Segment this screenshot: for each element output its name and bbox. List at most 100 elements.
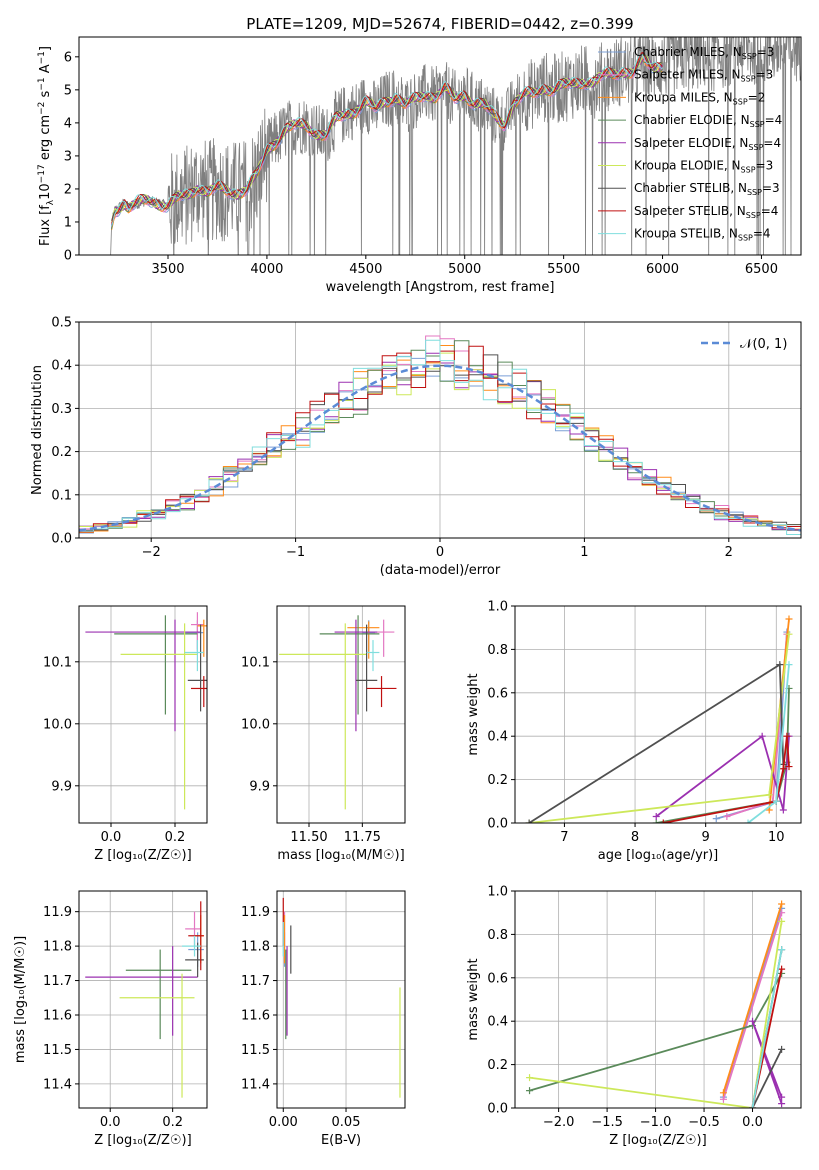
y-axis-label-part: −2: [37, 102, 47, 115]
y-tick-label: 0.4: [487, 1015, 508, 1030]
chart-age-vs-Z: 0.0 0.2 9.9 10.0 10.1 Z [log₁₀(Z/Z☉)] age [log…: [0, 605, 208, 863]
legend-value: =4: [753, 227, 771, 241]
y-tick-label: 11.9: [43, 905, 72, 920]
chart-mass-vs-ebv: 0.00 0.05 11.4 11.5 11.6 11.7 11.8 11.9 E(B-V): [241, 890, 406, 1148]
y-tick-label: 0.2: [487, 1058, 508, 1073]
x-tick-label: 5000: [448, 262, 481, 277]
x-axis-label: Z [log₁₀(Z/Z☉)]: [94, 1133, 191, 1148]
plot-area: [110, 37, 801, 255]
x-tick-label: 2: [725, 545, 733, 560]
axes-box: [276, 605, 406, 824]
y-tick-label: 10.1: [241, 655, 270, 670]
x-tick-label: 11.75: [344, 830, 381, 845]
x-tick-label: −0.5: [688, 1115, 720, 1130]
x-tick-label: 10: [768, 830, 785, 845]
x-tick-label: 4000: [250, 262, 283, 277]
weight-line-kroupa-miles: [722, 903, 783, 1094]
legend-entry: Kroupa ELODIE, NSSP=3: [634, 159, 773, 175]
histogram-salpeter-stelib: [79, 345, 801, 533]
y-axis-label: mass weight: [466, 673, 481, 755]
y-axis-label-part: A: [38, 64, 53, 77]
axes-box: [78, 890, 208, 1109]
plot-area: [525, 615, 793, 823]
y-tick-label: 10.0: [241, 717, 270, 732]
weight-line-salpeter-miles: [722, 912, 783, 1100]
axes-frame: 11.50 11.75 9.9 10.0 10.1 mass [log₁₀(M/M☉)]: [241, 605, 406, 863]
legend-entry: Salpeter STELIB, NSSP=4: [634, 204, 778, 220]
plot-area: [526, 900, 786, 1108]
y-tick-label: 3: [64, 149, 72, 164]
legend-subscript: SSP: [741, 166, 756, 175]
plot-area: [282, 897, 401, 1098]
legend-subscript: SSP: [746, 211, 761, 220]
weight-marker: [526, 1074, 534, 1082]
legend-label: Salpeter STELIB, N: [634, 204, 746, 218]
weight-marker: [749, 1104, 757, 1108]
weight-marker: [783, 732, 791, 740]
legend-label: Chabrier STELIB, N: [634, 181, 747, 195]
x-tick-label: 3500: [151, 262, 184, 277]
legend-entry: Chabrier STELIB, NSSP=3: [634, 181, 780, 197]
axes-box: [514, 605, 802, 824]
chart-age-vs-mass: 11.50 11.75 9.9 10.0 10.1 mass [log₁₀(M/M☉)]: [241, 605, 406, 863]
weight-marker: [778, 917, 786, 925]
y-tick-label: 0.6: [487, 971, 508, 986]
x-tick-label: 0.0: [742, 1115, 763, 1130]
x-tick-label: 8: [631, 830, 639, 845]
model-spectrum-chabrier-stelib: [111, 51, 663, 221]
legend-value: =4: [763, 136, 781, 150]
y-tick-label: 1: [64, 215, 72, 230]
legend-subscript: SSP: [750, 120, 765, 129]
y-axis-label-part: −1: [37, 51, 47, 64]
legend-label: Salpeter ELODIE, N: [634, 136, 748, 150]
x-axis-label: wavelength [Angstrom, rest frame]: [326, 280, 555, 295]
chart-mass-weight-vs-Z: −2.0 −1.5 −1.0 −0.5 0.0 0.0 0.2 0.4 0.6 0.8 1.0 Z […: [466, 885, 802, 1148]
y-tick-label: 6: [64, 50, 72, 65]
weight-line-kroupa-elodie: [529, 921, 783, 1108]
weight-marker: [526, 1087, 534, 1095]
y-tick-label: 9.9: [249, 779, 270, 794]
model-spectrum-salpeter-stelib: [111, 51, 663, 224]
y-axis-label: age [log₁₀(age/yr)]: [0, 654, 1, 775]
axes-frame: 0.00 0.05 11.4 11.5 11.6 11.7 11.8 11.9 E(B-V): [241, 890, 406, 1148]
y-tick-label: 0.2: [51, 445, 72, 460]
y-tick-label: 11.8: [241, 940, 270, 955]
weight-marker: [778, 965, 786, 973]
legend-label: Kroupa MILES, N: [634, 90, 733, 104]
weight-marker: [785, 661, 793, 669]
x-tick-label: −2: [142, 545, 161, 560]
y-axis-label-part: s: [38, 90, 53, 101]
legend-entry: Kroupa STELIB, NSSP=4: [634, 227, 771, 243]
y-tick-label: 11.4: [241, 1077, 270, 1092]
x-axis-label: E(B-V): [321, 1133, 361, 1148]
weight-marker: [785, 615, 793, 623]
y-tick-label: 10.1: [43, 655, 72, 670]
weight-marker: [765, 791, 773, 799]
axes-frame: −2.0 −1.5 −1.0 −0.5 0.0 0.0 0.2 0.4 0.6 0.8 1.0 Z […: [466, 885, 802, 1148]
legend-entry: Chabrier MILES, NSSP=3: [634, 45, 774, 61]
chart-residuals: −2 −1 0 1 2 0.0 0.1 0.2 0.3 0.4 0.5 (data-model)/er…: [30, 316, 802, 578]
weight-marker: [779, 806, 787, 814]
x-tick-label: 0.0: [101, 830, 122, 845]
x-tick-label: −2.0: [543, 1115, 575, 1130]
y-tick-label: 11.5: [43, 1043, 72, 1058]
y-axis-label-part: −1: [37, 77, 47, 90]
legend-value: =3: [762, 181, 780, 195]
x-tick-label: −1.0: [640, 1115, 672, 1130]
x-tick-label: 7: [560, 830, 568, 845]
legend-label: Salpeter MILES, N: [634, 68, 741, 82]
weight-marker: [659, 819, 667, 823]
weight-marker: [779, 765, 787, 773]
axes-frame: 0.0 0.2 9.9 10.0 10.1 Z [log₁₀(Z/Z☉)] age [log…: [0, 605, 208, 863]
weight-line-kroupa-stelib: [751, 949, 783, 1108]
weight-marker: [758, 732, 766, 740]
y-tick-label: 11.6: [43, 1009, 72, 1024]
y-tick-label: 0: [64, 249, 72, 264]
weight-marker: [652, 812, 660, 820]
x-tick-label: 6500: [745, 262, 778, 277]
weight-marker: [712, 815, 720, 823]
y-tick-label: 11.7: [241, 974, 270, 989]
y-axis-label-part: −17: [37, 164, 47, 183]
y-tick-label: 0.3: [51, 402, 72, 417]
x-tick-label: 11.50: [290, 830, 327, 845]
